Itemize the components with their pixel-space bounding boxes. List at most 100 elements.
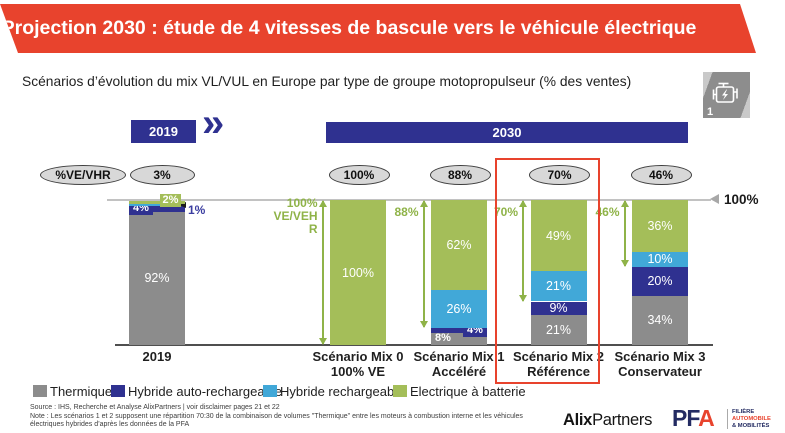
data-label: 20%: [647, 274, 673, 289]
bar-segment-thermique: [530, 314, 587, 345]
ve-share-bubble: 88%: [429, 165, 491, 185]
legend-swatch: [263, 385, 277, 397]
pfa-tagline-line3: & MOBILITÉS: [732, 422, 770, 429]
category-label: Scénario Mix 2: [512, 349, 605, 364]
metric-label-bubble: %VE/VHR: [40, 165, 126, 185]
data-label: 21%: [545, 322, 572, 337]
ve-share-arrow: [419, 200, 428, 328]
arrowhead-down-icon: [620, 259, 629, 267]
x-axis-line: [115, 344, 713, 346]
bar-segment-hybride-rechargeable: [530, 271, 587, 302]
chevron-right-icon: »: [202, 101, 225, 145]
alixpartners-logo: AlixPartners: [563, 411, 652, 430]
category-sublabel: Référence: [527, 364, 590, 379]
ve-share-bubble: 70%: [529, 165, 590, 185]
pfa-logo-divider: [727, 409, 728, 429]
data-label: 92%: [144, 271, 170, 286]
bar-segment-hybride-rechargeable: [129, 204, 185, 206]
slide-number-badge: 1: [703, 72, 750, 118]
ve-share-arrow: [620, 200, 629, 267]
legend-swatch: [111, 385, 125, 397]
ve-share-bubble: 3%: [129, 165, 195, 185]
bar-segment-hybride-auto-rechargeable: [129, 205, 185, 212]
slide-number: 1: [707, 106, 714, 118]
ve-share-arrow-label: 46%: [595, 205, 620, 219]
category-sublabel: 100% VE: [330, 364, 386, 379]
ve-share-arrow-label: 88%: [394, 205, 419, 219]
pfa-tagline-line2: AUTOMOBILE: [732, 415, 771, 422]
data-label: 26%: [446, 301, 472, 316]
legend-label: Hybride auto-rechargeable: [128, 383, 282, 399]
data-label: 21%: [545, 279, 572, 294]
arrowhead-up-icon: [318, 200, 327, 207]
alixpartners-logo-rest: Partners: [592, 411, 653, 429]
legend-label: Thermique: [50, 383, 113, 399]
arrowhead-up-icon: [419, 200, 428, 207]
ve-share-bubble: 46%: [630, 165, 692, 185]
pfa-logo-a: A: [698, 405, 715, 431]
pfa-logo-tagline: FILIÈRE AUTOMOBILE & MOBILITÉS: [732, 409, 771, 429]
data-label-chip: 2%: [160, 193, 181, 207]
slide-title: Projection 2030 : étude de 4 vitesses de…: [1, 17, 697, 39]
legend-swatch: [393, 385, 407, 397]
bar-segment-electrique-batterie: [530, 200, 587, 272]
bar-segment-hybride-rechargeable: [431, 289, 487, 328]
ve-share-arrow-label: 70%: [493, 205, 518, 219]
legend-label: Hybride rechargeable: [280, 383, 405, 399]
bar-segment-electrique-batterie: [330, 200, 386, 345]
arrowhead-down-icon: [318, 338, 327, 345]
data-label: 10%: [647, 252, 673, 267]
bar-segment-hybride-auto-rechargeable: [431, 327, 487, 334]
data-label-callout: 1%: [188, 203, 206, 218]
bar-segment-hybride-auto-rechargeable: [530, 301, 587, 315]
bar-segment-electrique-batterie: [632, 200, 688, 253]
data-label: 9%: [549, 301, 568, 315]
ve-share-bubble: 100%: [328, 165, 390, 185]
data-label: 34%: [647, 313, 673, 328]
pfa-tagline-line1: FILIÈRE: [732, 409, 755, 415]
bar-segment-thermique: [632, 295, 688, 345]
bar-segment-hybride-rechargeable: [632, 252, 688, 267]
header-banner: Projection 2030 : étude de 4 vitesses de…: [0, 4, 756, 53]
data-label: 100%: [342, 265, 374, 280]
data-label: 36%: [647, 219, 673, 234]
data-label: 49%: [545, 228, 572, 243]
legend-swatch: [33, 385, 47, 397]
arrowhead-down-icon: [419, 320, 428, 328]
ve-share-arrow: [318, 200, 327, 345]
category-sublabel: Conservateur: [618, 364, 702, 379]
footnote-line-2: électriques hybrides d’après les données…: [30, 421, 190, 428]
category-label: 2019: [142, 349, 172, 364]
data-label: 62%: [446, 237, 472, 252]
arrowhead-up-icon: [519, 200, 527, 207]
chart-title: Scénarios d’évolution du mix VL/VUL en E…: [22, 74, 632, 89]
data-label-chip: 8%: [431, 332, 455, 346]
arrowhead-down-icon: [519, 294, 527, 302]
category-label: Scénario Mix 1: [413, 349, 505, 364]
callout-arrow-icon: [179, 201, 186, 208]
footnote-line-1: Note : Les scénarios 1 et 2 supposent un…: [30, 412, 523, 420]
bar-segment-thermique: [129, 211, 185, 345]
reference-line-100pct: [107, 199, 711, 201]
arrowhead-up-icon: [620, 200, 629, 207]
category-sublabel: Accéléré: [431, 364, 487, 379]
source-note: Source : IHS, Recherche et Analyse AlixP…: [30, 404, 280, 411]
pfa-logo-pf: PF: [672, 405, 699, 431]
ve-share-arrow: [519, 200, 527, 302]
category-label: Scénario Mix 3: [614, 349, 706, 364]
timeline-box-2019: 2019: [131, 120, 196, 143]
category-label: Scénario Mix 0: [312, 349, 404, 364]
electric-engine-icon: [712, 82, 738, 103]
ve-share-arrow-label: 100% VE/VEH R: [273, 196, 318, 236]
bar-segment-hybride-auto-rechargeable: [632, 266, 688, 296]
bar-segment-electrique-batterie: [431, 200, 487, 290]
alixpartners-logo-bold: Alix: [563, 411, 593, 429]
timeline-box-2030: 2030: [326, 122, 688, 143]
reference-line-label: 100%: [724, 192, 759, 207]
legend-label: Electrique à batterie: [410, 383, 526, 399]
reference-line-arrow-icon: [710, 194, 719, 204]
bar-segment-electrique-batterie: [129, 201, 185, 205]
bar-segment-thermique: [431, 333, 487, 345]
pfa-logo: PFA: [672, 405, 715, 432]
